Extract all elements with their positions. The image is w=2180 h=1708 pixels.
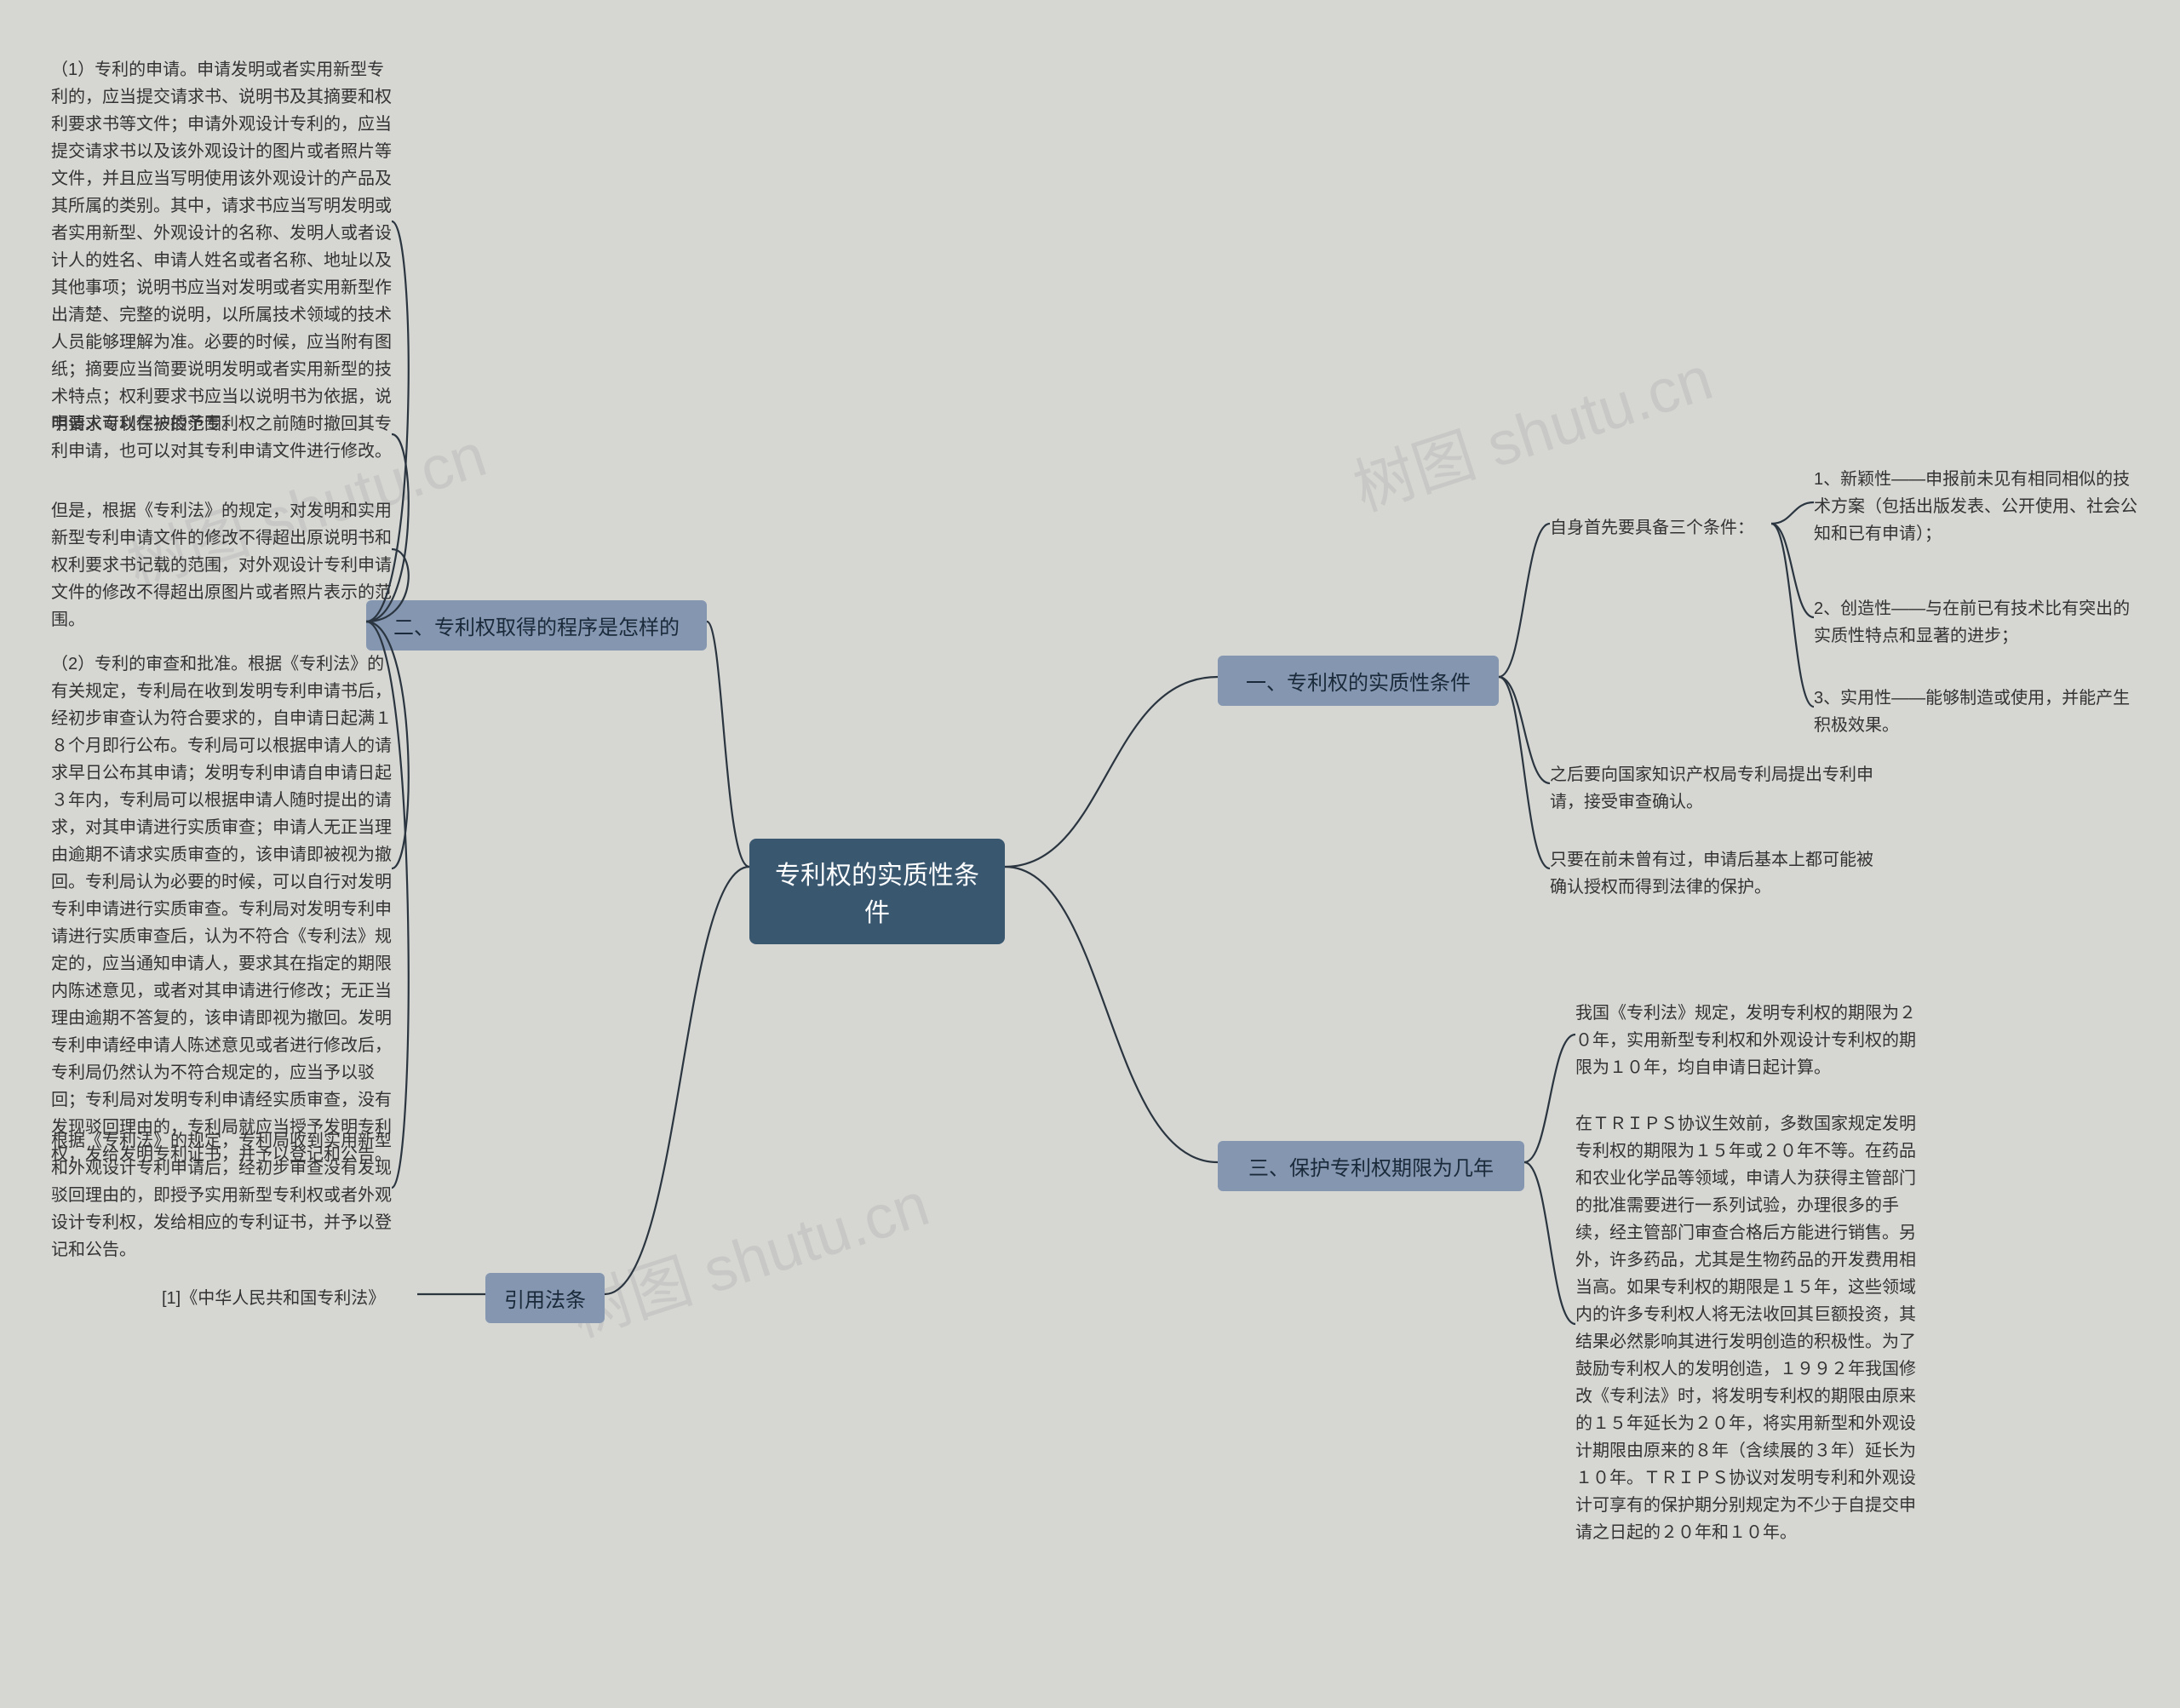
branch-node-2: 二、专利权取得的程序是怎样的 xyxy=(366,600,707,651)
leaf-b1-pre-practicality: 3、实用性——能够制造或使用，并能产生积极效果。 xyxy=(1814,681,2137,742)
leaf-b2-withdraw: 申请人可以在被授予专利权之前随时撤回其专利申请，也可以对其专利申请文件进行修改。 xyxy=(51,407,392,468)
watermark: 树图 shutu.cn xyxy=(557,1154,938,1354)
leaf-b2-modification: 但是，根据《专利法》的规定，对发明和实用新型专利申请文件的修改不得超出原说明书和… xyxy=(51,494,392,637)
root-node: 专利权的实质性条件 xyxy=(749,839,1005,944)
branch-node-3: 三、保护专利权期限为几年 xyxy=(1218,1141,1524,1191)
leaf-b1-application: 之后要向国家知识产权局专利局提出专利申请，接受审查确认。 xyxy=(1550,758,1873,819)
leaf-b1-precondition: 自身首先要具备三个条件： xyxy=(1550,511,1754,545)
leaf-b4-law-ref: [1]《中华人民共和国专利法》 xyxy=(162,1281,385,1315)
leaf-b2-utility-design: 根据《专利法》的规定，专利局收到实用新型和外观设计专利申请后，经初步审查没有发现… xyxy=(51,1124,392,1267)
leaf-b3-trips: 在ＴＲＩＰＳ协议生效前，多数国家规定发明专利权的期限为１５年或２０年不等。在药品… xyxy=(1575,1107,1916,1550)
leaf-b3-term: 我国《专利法》规定，发明专利权的期限为２０年，实用新型专利权和外观设计专利权的期… xyxy=(1575,996,1916,1085)
leaf-b1-pre-creativity: 2、创造性——与在前已有技术比有突出的实质性特点和显著的进步； xyxy=(1814,592,2137,653)
leaf-b2-application: （1）专利的申请。申请发明或者实用新型专利的，应当提交请求书、说明书及其摘要和权… xyxy=(51,53,392,441)
branch-node-1: 一、专利权的实质性条件 xyxy=(1218,656,1499,706)
branch-node-4: 引用法条 xyxy=(485,1273,605,1323)
leaf-b1-confirm: 只要在前未曾有过，申请后基本上都可能被确认授权而得到法律的保护。 xyxy=(1550,843,1873,904)
leaf-b1-pre-novelty: 1、新颖性——申报前未见有相同相似的技术方案（包括出版发表、公开使用、社会公知和… xyxy=(1814,462,2137,551)
leaf-b2-review: （2）专利的审查和批准。根据《专利法》的有关规定，专利局在收到发明专利申请书后，… xyxy=(51,647,392,1172)
watermark: 树图 shutu.cn xyxy=(1340,328,1721,528)
